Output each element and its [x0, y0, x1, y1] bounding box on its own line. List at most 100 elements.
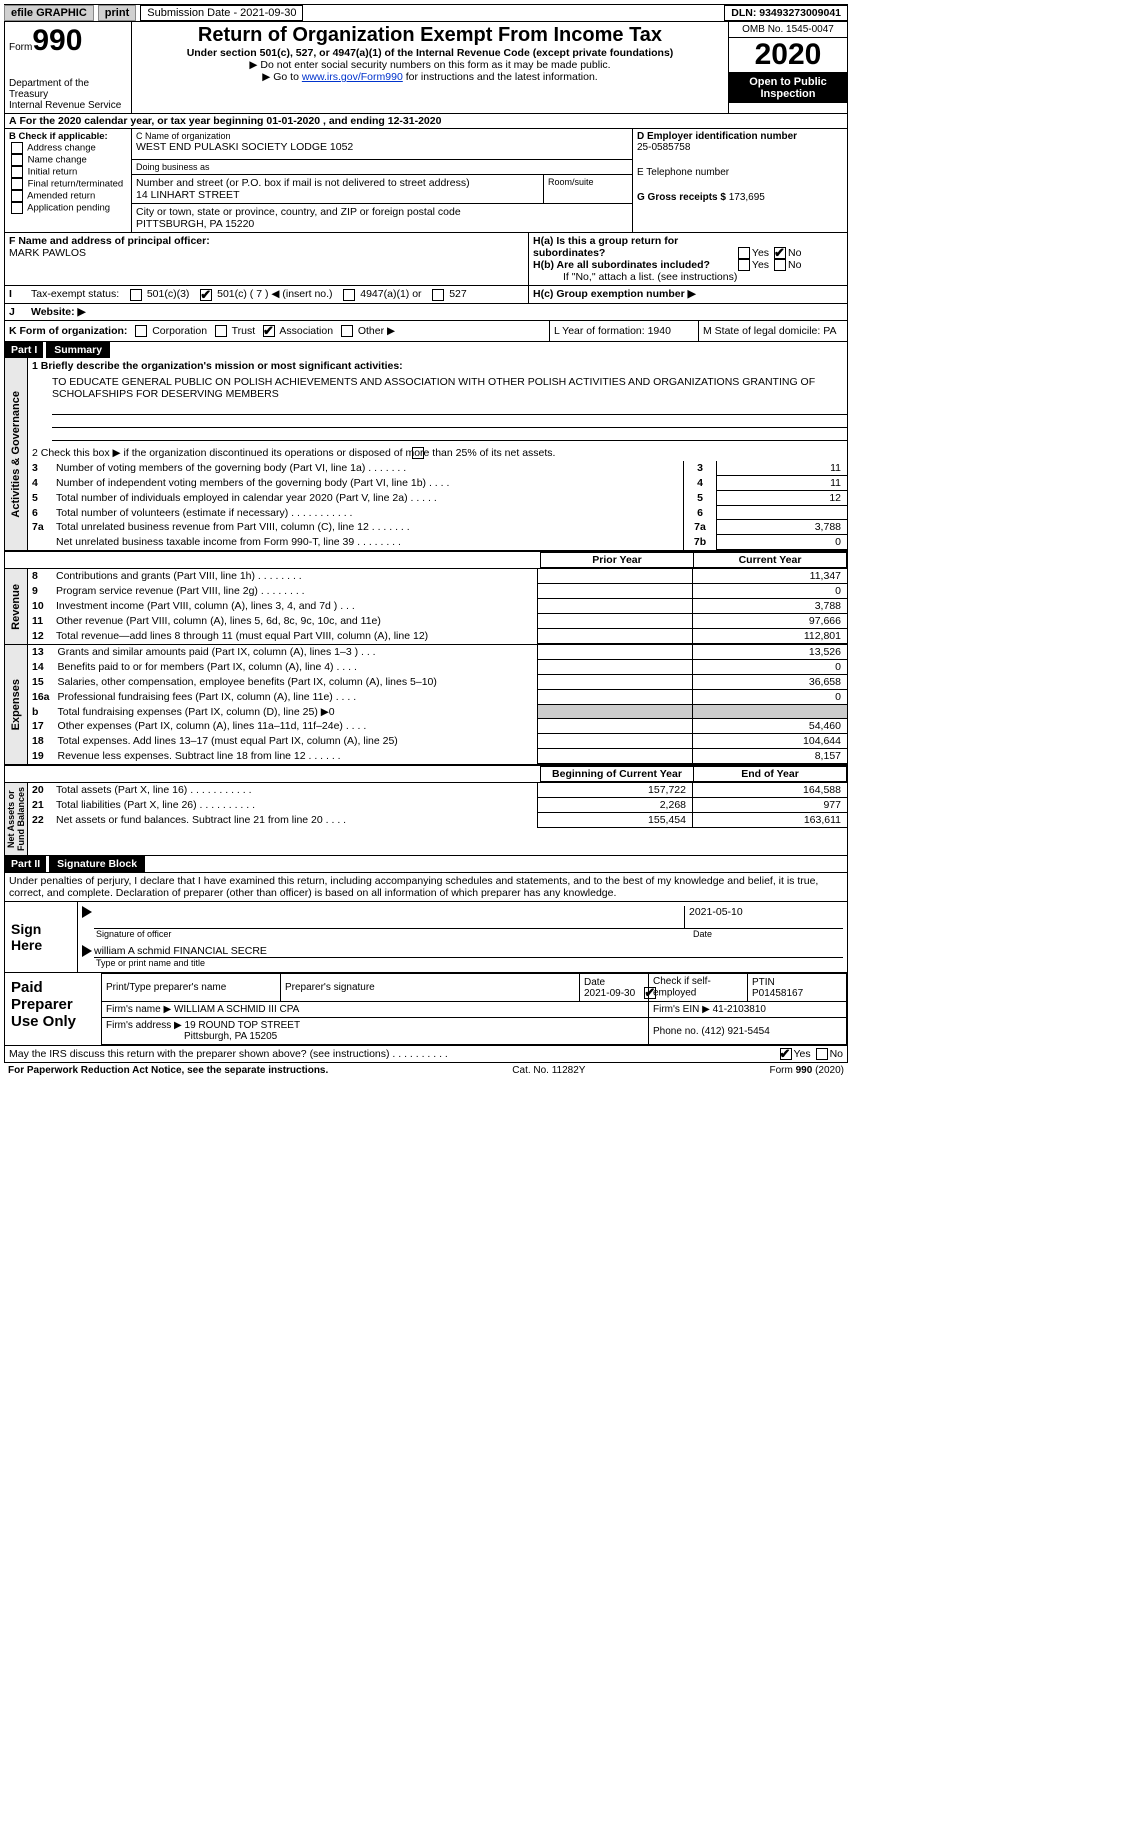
cb-501c3[interactable] — [130, 289, 142, 301]
prep-h1: Preparer's signature — [281, 974, 580, 1002]
cb-assoc[interactable] — [263, 325, 275, 337]
discuss-row: May the IRS discuss this return with the… — [4, 1046, 848, 1063]
cb-discuss-yes[interactable] — [780, 1048, 792, 1060]
cb-trust[interactable] — [215, 325, 227, 337]
hdr-prior: Prior Year — [541, 553, 694, 568]
footer: For Paperwork Reduction Act Notice, see … — [4, 1063, 848, 1078]
note-2: ▶ Go to www.irs.gov/Form990 for instruct… — [138, 71, 722, 83]
c-org: WEST END PULASKI SOCIETY LODGE 1052 — [136, 141, 628, 153]
sign-here-label: Sign Here — [5, 902, 77, 972]
discuss-no: No — [830, 1048, 843, 1060]
print-button[interactable]: print — [98, 5, 136, 21]
i-opt-1: 501(c) ( 7 ) ◀ (insert no.) — [217, 288, 332, 300]
prep-addr: Firm's address ▶ 19 ROUND TOP STREET — [106, 1020, 300, 1031]
cb-initial-return[interactable] — [11, 166, 23, 178]
prep-h0: Print/Type preparer's name — [102, 974, 281, 1002]
sign-sigoff: Signature of officer — [82, 929, 689, 939]
omb-number: OMB No. 1545-0047 — [729, 22, 847, 38]
foot-c: Cat. No. 11282Y — [512, 1065, 585, 1076]
sign-type-lbl: Type or print name and title — [82, 958, 843, 968]
foot-l: For Paperwork Reduction Act Notice, see … — [8, 1065, 328, 1076]
prep-h2: Date — [584, 977, 605, 988]
cb-app-pending[interactable] — [11, 202, 23, 214]
cb-hb-yes[interactable] — [738, 259, 750, 271]
dln: DLN: 93493273009041 — [724, 5, 848, 21]
cb-discontinued[interactable] — [412, 447, 424, 459]
cb-name-change[interactable] — [11, 154, 23, 166]
c-city: PITTSBURGH, PA 15220 — [136, 218, 628, 230]
col-c: C Name of organization WEST END PULASKI … — [132, 129, 847, 232]
irs-link[interactable]: www.irs.gov/Form990 — [302, 71, 403, 83]
cb-501c[interactable] — [200, 289, 212, 301]
ha-yes: Yes — [752, 247, 769, 259]
b-item-2: Initial return — [28, 167, 78, 178]
page-title: Return of Organization Exempt From Incom… — [138, 24, 722, 47]
submission-date: Submission Date - 2021-09-30 — [140, 5, 303, 21]
cb-discuss-no[interactable] — [816, 1048, 828, 1060]
sum-l1: 1 Briefly describe the organization's mi… — [32, 360, 403, 372]
j-text: Website: ▶ — [31, 306, 86, 318]
part1-bar: Part I — [5, 342, 43, 358]
subtitle: Under section 501(c), 527, or 4947(a)(1)… — [138, 47, 722, 59]
hdr-beg: Beginning of Current Year — [541, 767, 694, 782]
k-opt-0: Corporation — [152, 325, 207, 337]
cb-other[interactable] — [341, 325, 353, 337]
sign-date-val: 2021-05-10 — [684, 906, 843, 929]
prep-label: Paid Preparer Use Only — [5, 973, 101, 1045]
l-text: L Year of formation: 1940 — [549, 321, 698, 341]
j-label: J — [9, 306, 15, 318]
efile-label: efile GRAPHIC — [4, 5, 94, 21]
cb-527[interactable] — [432, 289, 444, 301]
part1-header: Part I Summary — [4, 342, 848, 358]
k-opt-2: Association — [279, 325, 333, 337]
g-label: G Gross receipts $ — [637, 192, 726, 203]
cb-ha-no[interactable] — [774, 247, 786, 259]
period-a: A — [9, 115, 17, 127]
cb-corp[interactable] — [135, 325, 147, 337]
cb-self-employed[interactable] — [644, 987, 656, 999]
c-addr: 14 LINHART STREET — [136, 189, 539, 201]
side-governance: Activities & Governance — [10, 387, 22, 522]
arrow-icon-2 — [82, 945, 92, 957]
c-room-label: Room/suite — [543, 175, 632, 203]
dept-label: Department of the Treasury Internal Reve… — [9, 78, 127, 111]
penalty-text: Under penalties of perjury, I declare th… — [4, 873, 848, 901]
part2-bar: Part II — [5, 856, 46, 872]
hb-note: If "No," attach a list. (see instruction… — [533, 271, 843, 283]
note-1: ▶ Do not enter social security numbers o… — [138, 59, 722, 71]
k-text: K Form of organization: — [9, 325, 127, 337]
discuss-yes: Yes — [794, 1048, 811, 1060]
d-val: 25-0585758 — [637, 142, 690, 153]
b-item-3: Final return/terminated — [28, 179, 124, 190]
b-item-0: Address change — [27, 143, 96, 154]
section-expenses: Expenses 13Grants and similar amounts pa… — [4, 645, 848, 765]
part2-header: Part II Signature Block — [4, 856, 848, 873]
sum-l2: 2 Check this box ▶ if the organization d… — [28, 441, 847, 461]
sign-name: william A schmid FINANCIAL SECRE — [94, 945, 843, 958]
hdr-end: End of Year — [694, 767, 847, 782]
c-city-label: City or town, state or province, country… — [136, 206, 628, 218]
b-label: B Check if applicable: — [9, 131, 108, 142]
tax-year: 2020 — [729, 38, 847, 73]
cb-4947[interactable] — [343, 289, 355, 301]
cb-final-return[interactable] — [11, 178, 23, 190]
cb-ha-yes[interactable] — [738, 247, 750, 259]
period-row: A For the 2020 calendar year, or tax yea… — [4, 114, 848, 129]
cb-address-change[interactable] — [11, 142, 23, 154]
col-b: B Check if applicable: Address change Na… — [5, 129, 132, 232]
cb-hb-no[interactable] — [774, 259, 786, 271]
hdr-curr: Current Year — [694, 553, 847, 568]
discuss-text: May the IRS discuss this return with the… — [9, 1048, 778, 1060]
hb-no: No — [788, 259, 801, 271]
inspection-label: Open to Public Inspection — [729, 73, 847, 103]
b-item-4: Amended return — [27, 191, 95, 202]
form-number: 990 — [32, 24, 82, 57]
part2-title: Signature Block — [49, 856, 145, 872]
cb-amended[interactable] — [11, 190, 23, 202]
side-revenue: Revenue — [10, 580, 22, 634]
header: Form990 Department of the Treasury Inter… — [4, 21, 848, 114]
section-prior-hdr: Prior Year Current Year — [4, 551, 848, 569]
f-label: F Name and address of principal officer: — [9, 235, 210, 247]
prep-firm: Firm's name ▶ WILLIAM A SCHMID III CPA — [102, 1002, 649, 1018]
prep-addr2: Pittsburgh, PA 15205 — [106, 1031, 277, 1042]
